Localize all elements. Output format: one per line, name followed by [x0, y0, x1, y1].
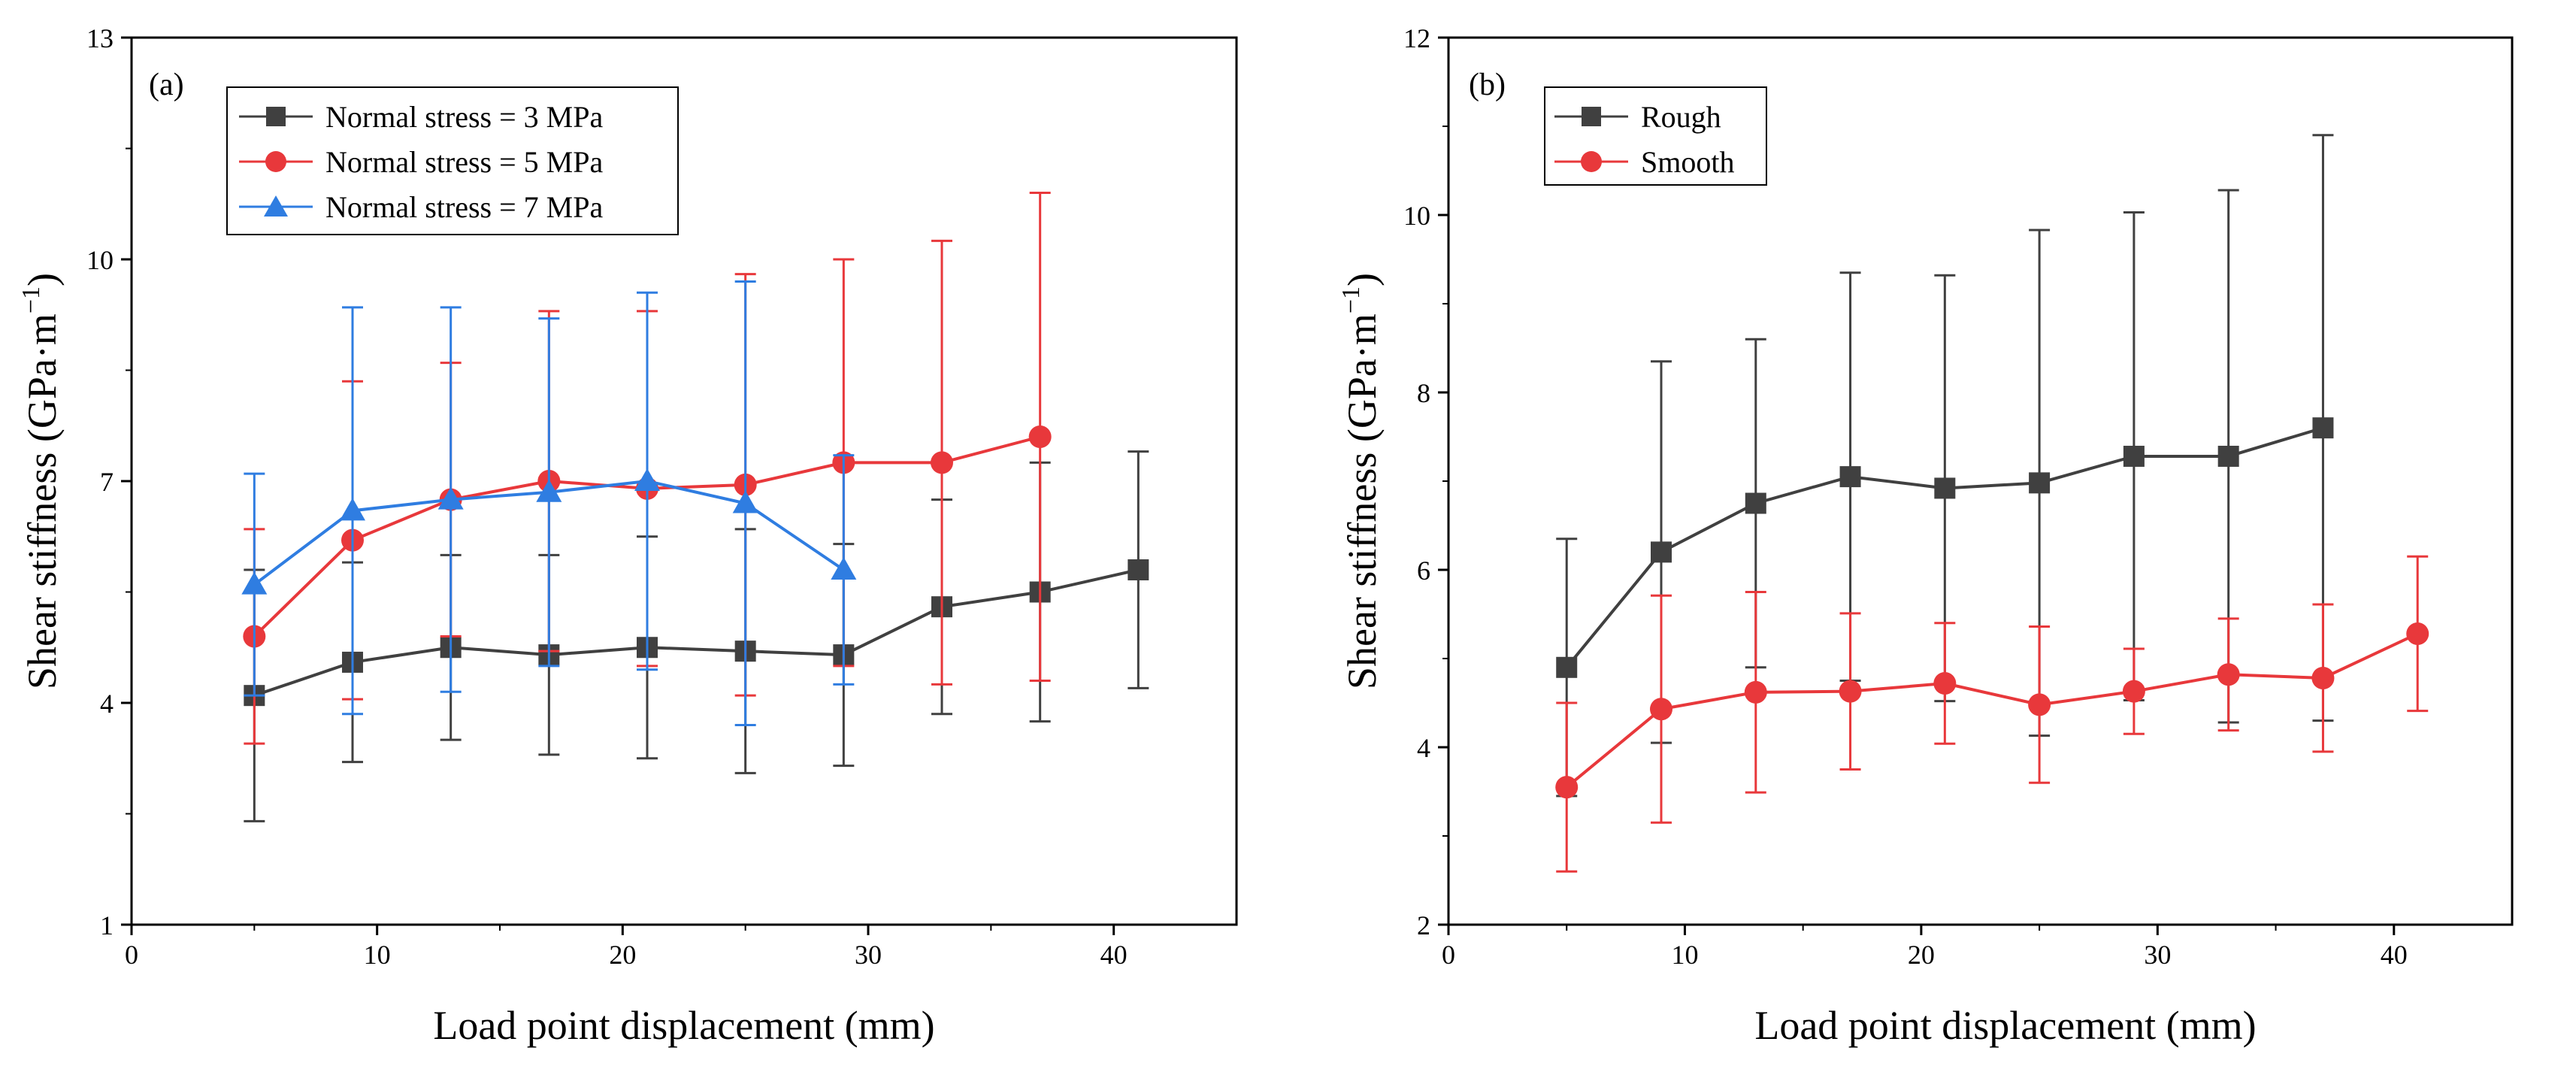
legend-entry: Smooth: [1554, 145, 1734, 179]
series-smooth: [1555, 555, 2429, 873]
legend-label: Normal stress = 5 MPa: [325, 145, 603, 179]
data-point: [1651, 541, 1672, 563]
data-point: [1745, 492, 1766, 514]
data-point: [437, 486, 464, 510]
data-point: [2217, 663, 2240, 686]
legend-label: Normal stress = 3 MPa: [325, 100, 603, 134]
data-point: [241, 571, 268, 595]
y-tick-label: 6: [1417, 556, 1430, 586]
x-tick-label: 20: [1908, 940, 1935, 970]
data-point: [2029, 472, 2051, 494]
legend-label: Smooth: [1641, 145, 1734, 179]
y-tick-label: 2: [1417, 910, 1430, 940]
series-line: [253, 568, 1139, 698]
data-point: [1934, 477, 1956, 499]
x-tick-label: 30: [2144, 940, 2171, 970]
panel-label-b: (b): [1469, 68, 1506, 102]
series-layer-a: [241, 192, 1149, 822]
data-point: [1555, 776, 1579, 799]
x-axis-title-a: Load point displacement (mm): [433, 1003, 934, 1048]
legend-label: Rough: [1641, 100, 1721, 134]
x-tick-label: 0: [1442, 940, 1455, 970]
legend-entry: Rough: [1554, 100, 1721, 134]
y-axis-title-a: Shear stiffness (GPa·m−1): [17, 273, 65, 689]
x-axis-title-b: Load point displacement (mm): [1754, 1003, 2256, 1048]
x-tick-label: 0: [125, 940, 138, 970]
y-tick-label: 10: [86, 245, 114, 275]
legend-entry: Normal stress = 5 MPa: [239, 145, 603, 179]
x-tick-label: 20: [609, 940, 636, 970]
data-point: [2311, 666, 2335, 689]
legend-b: Rough Smooth: [1544, 86, 1767, 186]
series-normal-stress-7-mpa: [241, 280, 857, 726]
data-point: [1128, 559, 1149, 580]
data-point: [831, 557, 857, 580]
y-tick-label: 12: [1403, 23, 1430, 53]
data-point: [536, 479, 562, 502]
legend-marker-triangle: [264, 195, 288, 217]
series-line: [1565, 632, 2419, 789]
data-point: [2123, 445, 2145, 467]
legend-label: Normal stress = 7 MPa: [325, 190, 603, 224]
y-tick-label: 4: [100, 689, 114, 719]
y-tick-label: 4: [1417, 733, 1430, 763]
chart-panel-b: (b) Load point displacement (mm) Shear s…: [1337, 23, 2514, 1048]
data-point: [340, 498, 365, 521]
panel-label-a: (a): [149, 68, 184, 102]
axis-ticks-a: 0 10 20 30 40 1 4 7 10 13: [86, 23, 1128, 970]
data-point: [1556, 656, 1578, 678]
data-point: [1839, 680, 1862, 703]
data-point: [1028, 425, 1052, 448]
y-tick-label: 7: [100, 467, 114, 497]
data-point: [2312, 417, 2334, 439]
y-tick-label: 10: [1403, 201, 1430, 231]
data-point: [1933, 672, 1957, 695]
legend-marker-square: [1582, 107, 1601, 126]
x-tick-label: 40: [2381, 940, 2408, 970]
data-point: [1744, 680, 1767, 704]
data-point: [2406, 622, 2429, 645]
x-tick-label: 30: [855, 940, 882, 970]
data-point: [1650, 698, 1672, 721]
series-layer-b: [1555, 134, 2429, 873]
data-point: [2028, 693, 2051, 716]
data-point: [732, 490, 758, 513]
legend-a: Normal stress = 3 MPa Normal stress = 5 …: [226, 86, 679, 235]
x-tick-label: 10: [364, 940, 391, 970]
data-point: [634, 468, 660, 491]
series-rough: [1556, 134, 2334, 798]
data-point: [2122, 680, 2145, 703]
legend-box-b: [1544, 86, 1767, 186]
x-tick-label: 40: [1100, 940, 1128, 970]
legend-marker-circle: [1581, 151, 1602, 172]
legend-marker-square: [266, 107, 286, 126]
y-tick-label: 13: [86, 23, 114, 53]
data-point: [931, 451, 953, 474]
legend-entry: Normal stress = 7 MPa: [239, 190, 603, 224]
y-axis-title-b: Shear stiffness (GPa·m−1): [1337, 273, 1385, 689]
chart-panel-a: (a) Load point displacement (mm) Shear s…: [17, 23, 1238, 1048]
data-point: [1839, 466, 1861, 488]
y-tick-label: 8: [1417, 378, 1430, 408]
legend-marker-circle: [265, 151, 286, 172]
data-point: [2217, 445, 2239, 467]
y-tick-label: 1: [100, 910, 114, 940]
legend-entry: Normal stress = 3 MPa: [239, 100, 603, 134]
axis-ticks-b: 0 10 20 30 40 2 4 6 8 10 12: [1403, 23, 2408, 970]
x-tick-label: 10: [1671, 940, 1698, 970]
